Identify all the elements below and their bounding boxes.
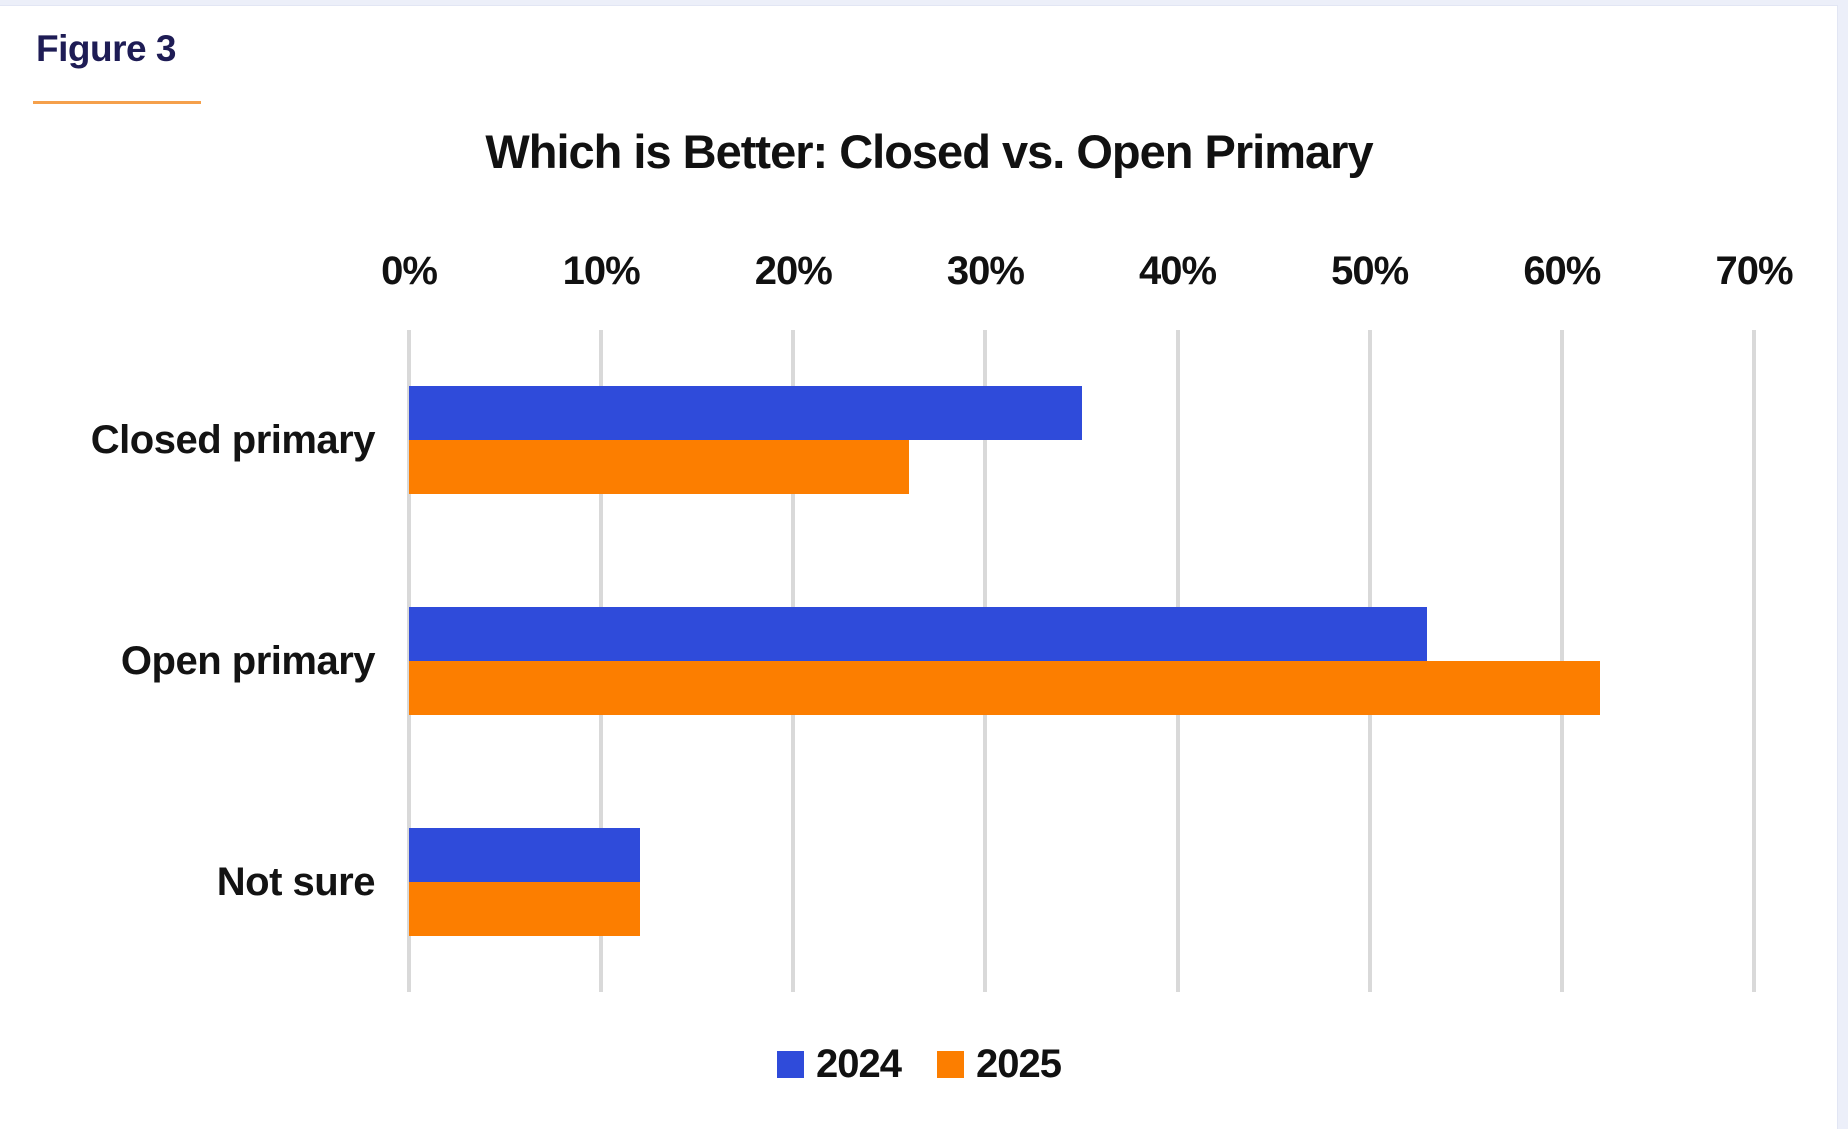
bar-not-sure-2025: [409, 881, 640, 936]
gridline: [1752, 330, 1756, 992]
plot-area: [407, 330, 1756, 992]
x-axis-tick-label: 70%: [1715, 249, 1793, 293]
bar-closed-primary-2025: [409, 440, 909, 495]
bar-open-primary-2025: [409, 661, 1601, 715]
legend-label: 2025: [976, 1042, 1062, 1086]
category-label-not-sure: Not sure: [216, 859, 376, 904]
x-axis-tick-label: 50%: [1331, 249, 1409, 293]
x-axis-tick-label: 10%: [562, 249, 641, 293]
chart-title: Which is Better: Closed vs. Open Primary: [485, 125, 1373, 178]
x-axis-tick-label: 30%: [946, 249, 1025, 293]
x-axis: 0% 10% 20% 30% 40% 50% 60% 70%: [0, 249, 1837, 293]
category-label-closed-primary: Closed primary: [90, 418, 376, 463]
bar-not-sure-2024: [409, 827, 640, 882]
legend-swatch-2024: [777, 1051, 805, 1078]
legend-swatch-2025: [937, 1051, 964, 1078]
figure-label: Figure 3: [36, 28, 176, 69]
category-label-open-primary: Open primary: [120, 639, 376, 683]
legend: 2024 2025: [0, 1042, 1838, 1087]
legend-label: 2024: [816, 1042, 902, 1086]
legend-item-2025: 2025: [937, 1042, 1062, 1087]
bar-open-primary-2024: [409, 607, 1428, 661]
bar-closed-primary-2024: [409, 386, 1082, 441]
x-axis-tick-label: 60%: [1523, 249, 1601, 293]
x-axis-tick-label: 20%: [754, 249, 833, 293]
figure-underline: [33, 101, 201, 104]
x-axis-tick-label: 0%: [381, 249, 438, 293]
legend-item-2024: 2024: [777, 1042, 902, 1087]
x-axis-tick-label: 40%: [1139, 249, 1217, 293]
y-axis-category-labels: Closed primary Open primary Not sure: [0, 330, 376, 992]
figure-card: Figure 3 Which is Better: Closed vs. Ope…: [0, 5, 1838, 1129]
